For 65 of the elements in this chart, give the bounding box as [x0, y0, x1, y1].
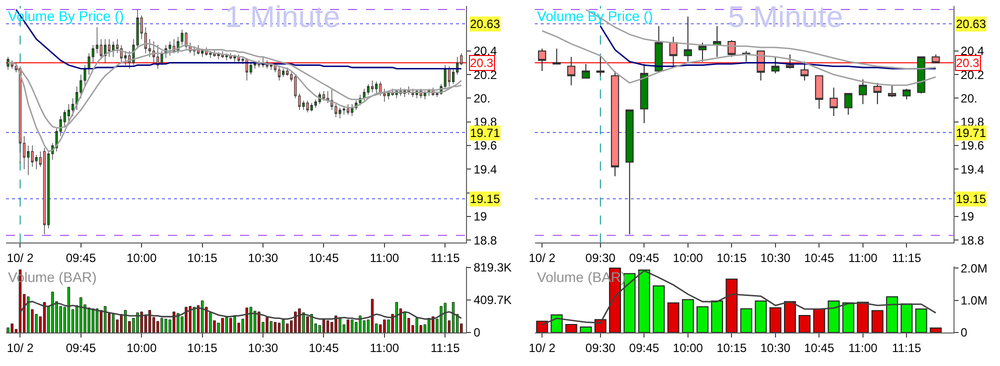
x-tick-label: 09:45	[629, 250, 660, 265]
x-tick-label: 10:15	[187, 340, 218, 355]
ref-line-label: 19.15	[956, 192, 986, 206]
x-tick-label: 11:15	[430, 340, 460, 355]
y-tick-label: 0	[474, 326, 481, 340]
x-tick-label: 10/ 2	[528, 340, 556, 355]
y-tick-label: 19.6	[960, 138, 984, 153]
x-tick-label: 10:00	[672, 250, 704, 265]
ref-line-label: 20.63	[470, 17, 500, 31]
x-tick-label: 10/ 2	[6, 250, 34, 265]
x-tick-label: 10:45	[308, 250, 340, 265]
x-tick-label: 10/ 2	[6, 340, 34, 355]
ref-line-label: 19.15	[470, 192, 500, 206]
x-tick-label: 10:15	[187, 250, 218, 265]
y-tick-label: 20.	[960, 91, 978, 106]
x-tick-label: 10:15	[716, 340, 747, 355]
y-tick-label: 19.4	[960, 162, 984, 176]
x-tick-label: 10:30	[760, 250, 791, 265]
x-tick-label: 10:45	[308, 340, 340, 355]
y-tick-label: 19	[474, 210, 488, 224]
x-tick-label: 10:30	[760, 340, 791, 355]
x-tick-label: 09:45	[66, 340, 96, 355]
y-tick-label: 20.4	[474, 44, 498, 58]
ref-line-label: 19.71	[470, 126, 500, 140]
x-tick-label: 10:15	[716, 250, 747, 265]
ref-line-label: 20.3	[470, 56, 494, 70]
x-tick-label: 11:15	[430, 250, 460, 265]
x-tick-label: 10:00	[126, 340, 157, 355]
x-tick-label: 10:30	[248, 250, 278, 265]
x-tick-label: 09:45	[629, 340, 660, 355]
ref-line-label: 20.3	[956, 56, 980, 70]
y-tick-label: 19	[960, 210, 974, 224]
y-tick-label: 19.4	[474, 162, 498, 176]
y-tick-label: 20.	[474, 91, 490, 106]
y-tick-label: 18.8	[474, 233, 498, 248]
x-tick-label: 09:45	[66, 250, 96, 265]
x-tick-label: 11:00	[848, 340, 878, 355]
x-tick-label: 09:30	[585, 250, 616, 265]
chart-title: 5 Minute	[728, 1, 844, 34]
y-tick-label: 19.6	[474, 138, 498, 153]
y-tick-label: 819.3K	[474, 260, 512, 275]
y-tick-label: 1.0M	[960, 294, 988, 308]
chart-title: 1 Minute	[225, 1, 340, 34]
y-tick-label: 0	[960, 326, 968, 340]
x-tick-label: 10/ 2	[528, 250, 556, 265]
x-tick-label: 10:00	[126, 250, 157, 265]
x-tick-label: 11:15	[892, 340, 922, 355]
y-tick-label: 409.7K	[474, 293, 512, 308]
x-tick-label: 10:45	[804, 340, 834, 355]
x-tick-label: 11:15	[892, 250, 922, 265]
x-tick-label: 10:45	[804, 250, 834, 265]
x-tick-label: 11:00	[848, 250, 878, 265]
x-tick-label: 10:30	[248, 340, 278, 355]
x-tick-label: 10:00	[672, 340, 704, 355]
y-tick-label: 20.2	[960, 68, 984, 82]
y-tick-label: 20.4	[960, 44, 984, 58]
annotation: Volume By Price ()	[537, 8, 653, 24]
y-tick-label: 18.8	[960, 233, 984, 248]
x-tick-label: 11:00	[370, 340, 400, 355]
x-tick-label: 11:00	[370, 250, 400, 265]
y-tick-label: 20.2	[474, 68, 498, 82]
ref-line-label: 19.71	[956, 126, 986, 140]
x-tick-label: 09:30	[585, 340, 616, 355]
ref-line-label: 20.63	[956, 17, 986, 31]
y-tick-label: 2.0M	[960, 261, 988, 276]
